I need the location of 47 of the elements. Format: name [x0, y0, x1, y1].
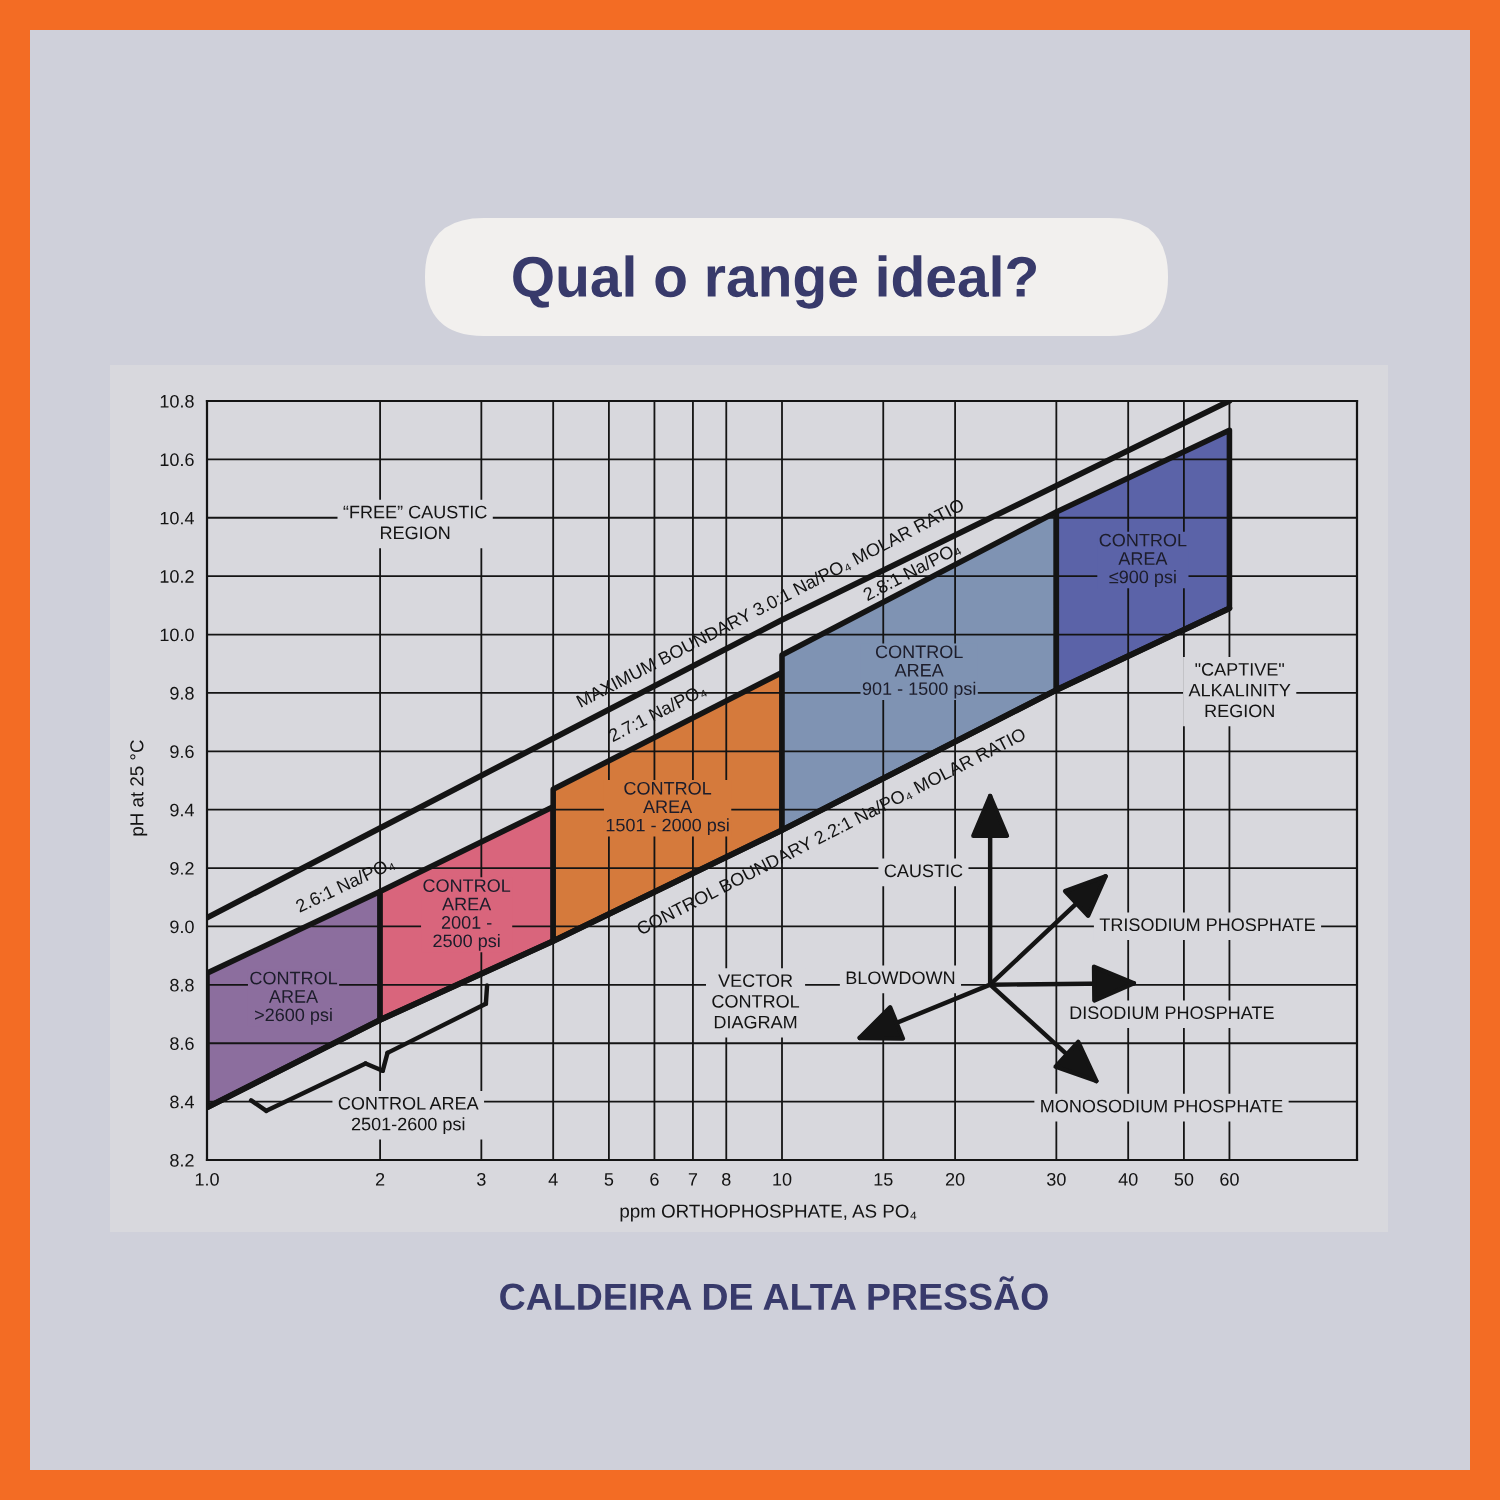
y-tick-label: 8.6: [170, 1037, 194, 1050]
y-tick-label: 10.6: [160, 453, 194, 467]
x-tick-label: 1.0: [195, 1172, 219, 1186]
x-tick-label: 30: [1046, 1172, 1066, 1186]
y-tick-label: 9.8: [170, 686, 194, 700]
x-tick-label: 2: [375, 1172, 385, 1186]
annotation: BLOWDOWN: [846, 971, 955, 985]
x-tick-label: 6: [650, 1172, 659, 1186]
annotation: TRISODIUM PHOSPHATE: [1099, 918, 1315, 932]
y-tick-label: 9.0: [170, 920, 194, 934]
y-axis-title: pH at 25 °C: [130, 740, 148, 836]
x-tick-label: 3: [477, 1172, 486, 1186]
y-tick-label: 9.6: [170, 745, 194, 759]
x-tick-label: 8: [722, 1172, 731, 1186]
y-tick-label: 10.0: [160, 628, 194, 642]
x-tick-label: 15: [874, 1173, 893, 1186]
x-tick-label: 40: [1118, 1172, 1138, 1186]
x-tick-label: 60: [1220, 1172, 1239, 1186]
text: CALDEIRA DE ALTA PRESSÃO: [500, 1276, 1048, 1311]
chart-title: Qual o range ideal?: [513, 255, 1036, 309]
y-tick-label: 9.4: [170, 803, 194, 817]
x-tick-label: 50: [1174, 1172, 1194, 1186]
x-tick-label: 4: [548, 1173, 558, 1186]
series-label: CONTROL AREA ≤900 psi: [1099, 533, 1187, 587]
y-tick-label: 8.4: [170, 1095, 194, 1109]
y-tick-label: 8.8: [170, 978, 194, 992]
annotation: MONOSODIUM PHOSPHATE: [1041, 1099, 1283, 1113]
y-tick-label: 10.8: [160, 394, 194, 408]
y-tick-label: 8.2: [170, 1153, 194, 1167]
annotation: CONTROL AREA 2501-2600 psi: [338, 1096, 479, 1135]
annotation: CAUSTIC: [884, 864, 963, 878]
series-label: CONTROL AREA 1501 - 2000 psi: [606, 781, 729, 836]
x-tick-label: 5: [604, 1173, 614, 1186]
annotation: “FREE” CAUSTIC REGION: [343, 505, 487, 540]
series-label: CONTROL AREA 2001 - 2500 psi: [423, 879, 511, 951]
y-tick-label: 10.4: [160, 511, 194, 525]
y-tick-label: 9.2: [170, 862, 194, 875]
x-tick-label: 20: [945, 1172, 965, 1186]
x-tick-label: 10: [773, 1172, 792, 1186]
series-label: CONTROL AREA 901 - 1500 psi: [862, 645, 976, 699]
annotation: "CAPTIVE" ALKALINITY REGION: [1188, 663, 1291, 718]
x-axis-title: ppm ORTHOPHOSPHATE, AS PO₄: [620, 1204, 917, 1222]
annotation: DISODIUM PHOSPHATE: [1070, 1006, 1274, 1020]
y-tick-label: 10.2: [160, 570, 194, 583]
annotation: VECTOR CONTROL DIAGRAM: [712, 974, 800, 1029]
series-label: CONTROL AREA >2600 psi: [250, 971, 338, 1025]
x-tick-label: 7: [688, 1173, 698, 1186]
